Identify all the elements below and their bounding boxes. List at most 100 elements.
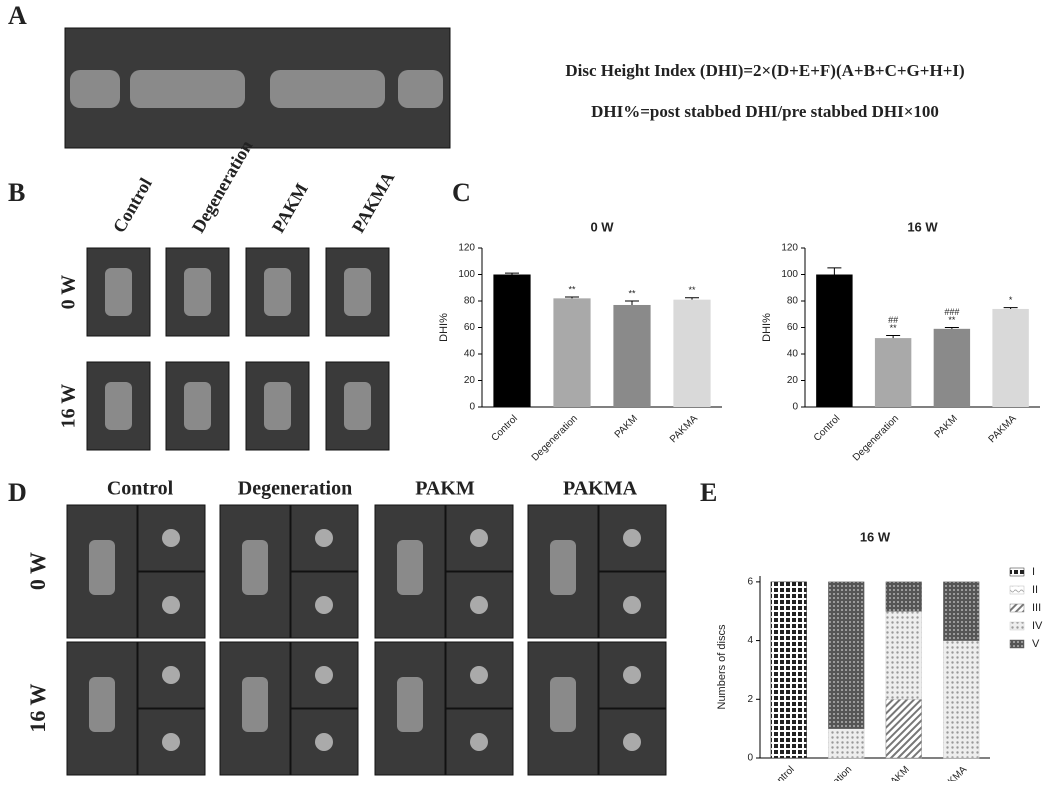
x-tick-label: Degeneration: [851, 413, 901, 463]
x-tick-label: PAKM: [933, 413, 960, 440]
x-tick-label: Control: [812, 413, 843, 444]
x-tick-label: PAKMA: [987, 413, 1019, 445]
mri-image: [445, 504, 514, 572]
group-label: PAKM: [268, 180, 312, 236]
nucleus: [470, 666, 488, 684]
error-bar: [685, 297, 699, 300]
legend-swatch: [1009, 567, 1025, 577]
vertebra: [397, 677, 423, 732]
nucleus: [470, 529, 488, 547]
legend-label: III: [1032, 602, 1041, 614]
error-bar: [505, 272, 519, 275]
panel-label: A: [8, 1, 27, 30]
y-tick-label: 120: [781, 243, 798, 254]
bar-segment: [770, 581, 807, 759]
nucleus: [162, 733, 180, 751]
group-label: Control: [109, 174, 156, 236]
y-tick-label: 80: [464, 296, 476, 307]
bar: [816, 274, 853, 407]
nucleus: [162, 596, 180, 614]
y-tick-label: 100: [458, 269, 475, 280]
legend-label: IV: [1032, 620, 1043, 632]
error-bar: [625, 300, 639, 305]
timepoint-label: 0 W: [58, 275, 80, 310]
formula: Disc Height Index (DHI)=2×(D+E+F)(A+B+C+…: [565, 61, 964, 80]
nucleus: [315, 733, 333, 751]
group-label: PAKMA: [348, 168, 399, 236]
mri-image: [598, 708, 667, 776]
group-label: Control: [107, 478, 174, 500]
x-tick-label: Degeneration: [530, 413, 580, 463]
vertebra: [264, 382, 291, 430]
xray-image: [64, 27, 451, 149]
y-tick-label: 100: [781, 269, 798, 280]
y-tick-label: 60: [464, 322, 476, 333]
panel-label: D: [8, 478, 27, 507]
chart-title: 0 W: [590, 219, 614, 234]
vertebra: [130, 70, 245, 108]
vertebra: [105, 382, 132, 430]
x-tick-label: PAKM: [613, 413, 640, 440]
formula: DHI%=post stabbed DHI/pre stabbed DHI×10…: [591, 102, 939, 121]
y-tick-label: 0: [469, 402, 475, 413]
significance: **: [568, 284, 576, 294]
bar-segment: [828, 728, 865, 759]
legend-swatch: [1009, 639, 1025, 649]
group-label: Degeneration: [238, 478, 352, 500]
nucleus: [162, 666, 180, 684]
mri-image: [137, 708, 206, 776]
error-bar: [565, 296, 579, 299]
y-tick-label: 120: [458, 243, 475, 254]
y-axis-label: DHI%: [761, 313, 773, 342]
legend-swatch: [1009, 621, 1025, 631]
error-bar: [944, 327, 959, 329]
nucleus: [315, 529, 333, 547]
vertebra: [398, 70, 443, 108]
x-tick-label: PAKMA: [668, 413, 700, 445]
significance: ###: [944, 307, 959, 317]
nucleus: [315, 666, 333, 684]
x-tick-label: Degeneration: [804, 764, 854, 781]
legend-label: II: [1032, 584, 1038, 596]
y-tick-label: 40: [464, 349, 476, 360]
error-bar: [886, 334, 901, 339]
y-tick-label: 80: [787, 296, 799, 307]
nucleus: [315, 596, 333, 614]
significance: **: [688, 285, 696, 295]
vertebra: [397, 540, 423, 595]
vertebra: [550, 540, 576, 595]
vertebra: [270, 70, 385, 108]
y-tick-label: 2: [747, 694, 753, 705]
y-tick-label: 0: [792, 402, 798, 413]
bar-segment: [885, 699, 922, 759]
y-tick-label: 20: [787, 375, 799, 386]
nucleus: [623, 529, 641, 547]
legend-label: V: [1032, 638, 1040, 650]
chart-title: 16 W: [907, 219, 938, 234]
nucleus: [623, 666, 641, 684]
group-label: PAKMA: [563, 478, 638, 500]
bar: [553, 298, 591, 407]
y-tick-label: 40: [787, 349, 799, 360]
bar-segment: [885, 581, 922, 612]
nucleus: [623, 596, 641, 614]
legend-label: I: [1032, 566, 1035, 578]
significance: **: [948, 315, 956, 325]
y-axis-label: DHI%: [438, 313, 450, 342]
vertebra: [242, 677, 268, 732]
timepoint-label: 16 W: [58, 384, 80, 429]
bar-segment: [943, 581, 980, 641]
vertebra: [242, 540, 268, 595]
y-tick-label: 6: [747, 577, 753, 588]
bar-segment: [828, 581, 865, 729]
panel-label: C: [452, 178, 471, 207]
timepoint-label: 16 W: [25, 683, 50, 732]
vertebra: [264, 268, 291, 316]
significance: ##: [888, 315, 898, 325]
bar: [613, 304, 651, 407]
chart-title: 16 W: [860, 529, 891, 544]
significance: **: [890, 323, 898, 333]
nucleus: [470, 733, 488, 751]
nucleus: [162, 529, 180, 547]
significance: **: [628, 288, 636, 298]
